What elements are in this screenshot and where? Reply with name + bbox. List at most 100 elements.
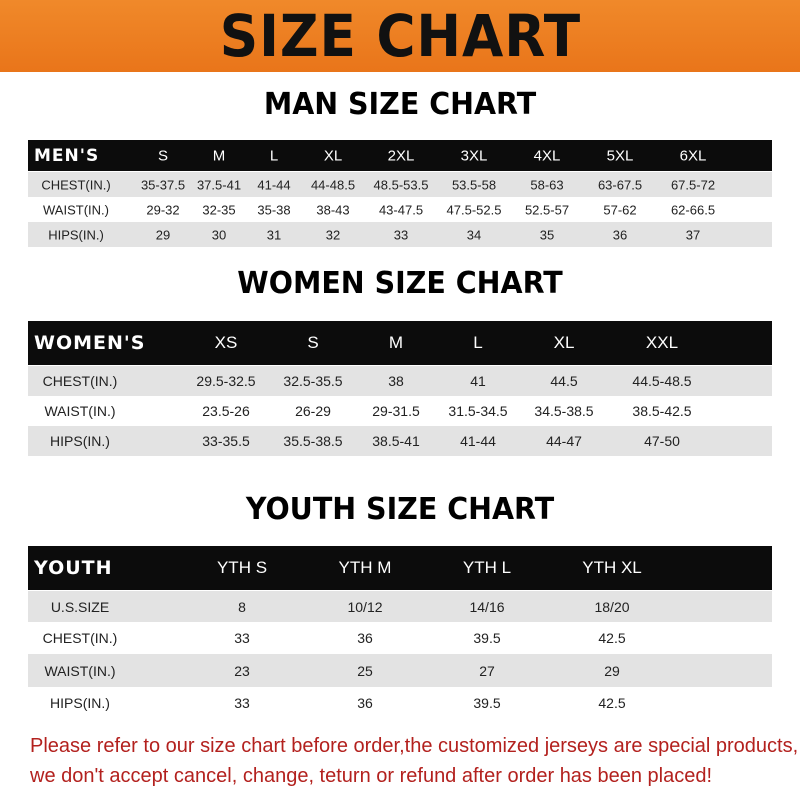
measurement-cell: 29.5-32.5 xyxy=(196,373,256,389)
measurement-cell: 33-35.5 xyxy=(202,433,250,449)
measurement-cell: 14/16 xyxy=(469,598,505,615)
measurement-cell: 29-31.5 xyxy=(372,403,420,419)
measurement-cell: 37 xyxy=(685,227,701,242)
table-row: CHEST(IN.) 33 36 39.5 42.5 xyxy=(28,622,772,654)
table-row: HIPS(IN.) 33 36 39.5 42.5 xyxy=(28,687,772,718)
row-label: CHEST(IN.) xyxy=(42,373,118,389)
size-header-cell: M xyxy=(212,147,226,164)
notice-line-2: we don't accept cancel, change, teturn o… xyxy=(30,765,713,787)
notice-line-1: Please refer to our size chart before or… xyxy=(30,735,799,757)
measurement-cell: 52.5-57 xyxy=(524,202,570,217)
measurement-cell: 44-47 xyxy=(546,433,582,449)
measurement-cell: 58-63 xyxy=(530,177,564,192)
row-label: U.S.SIZE xyxy=(50,598,110,615)
table-row: WAIST(IN.) 23 25 27 29 xyxy=(28,654,772,687)
table-row: WAIST(IN.) 29-32 32-35 35-38 38-43 43-47.5 47.… xyxy=(28,197,772,222)
size-header-cell: 6XL xyxy=(679,147,707,164)
measurement-cell: 29 xyxy=(604,662,620,679)
banner-title: SIZE CHART xyxy=(219,2,581,70)
measurement-cell: 31.5-34.5 xyxy=(448,403,508,419)
size-chart-banner: SIZE CHART xyxy=(0,0,800,72)
measurement-cell: 48.5-53.5 xyxy=(373,177,429,192)
size-header-cell: S xyxy=(157,147,169,164)
measurement-cell: 44-48.5 xyxy=(310,177,356,192)
row-label: HIPS(IN.) xyxy=(48,227,104,242)
measurement-cell: 35 xyxy=(539,227,555,242)
measurement-cell: 41-44 xyxy=(460,433,496,449)
measurement-cell: 31 xyxy=(266,227,282,242)
measurement-cell: 35-37.5 xyxy=(140,177,186,192)
size-header-cell: XL xyxy=(323,147,343,164)
measurement-cell: 44.5-48.5 xyxy=(632,373,692,389)
measurement-cell: 41-44 xyxy=(257,177,291,192)
measurement-cell: 33 xyxy=(393,227,409,242)
measurement-cell: 33 xyxy=(234,630,250,646)
size-header-cell: 4XL xyxy=(533,147,561,164)
measurement-cell: 8 xyxy=(238,598,246,615)
measurement-cell: 38.5-42.5 xyxy=(632,403,692,419)
table-title-cell: MEN'S xyxy=(34,145,100,166)
table-row: CHEST(IN.) 35-37.5 37.5-41 41-44 44-48.5 48.5… xyxy=(28,172,772,197)
measurement-cell: 62-66.5 xyxy=(670,202,716,217)
size-header-cell: XXL xyxy=(645,333,679,352)
row-label: WAIST(IN.) xyxy=(43,202,109,217)
measurement-cell: 29 xyxy=(155,227,171,242)
measurement-cell: 42.5 xyxy=(598,694,626,711)
size-header-cell: YTH L xyxy=(462,558,512,577)
measurement-cell: 36 xyxy=(357,630,373,646)
measurement-cell: 32.5-35.5 xyxy=(283,373,343,389)
measurement-cell: 47-50 xyxy=(644,433,680,449)
row-label: CHEST(IN.) xyxy=(41,177,111,192)
measurement-cell: 67.5-72 xyxy=(670,177,716,192)
table-header-row: WOMEN'S XS S M L XL XXL xyxy=(28,321,772,365)
table-header-row: MEN'S S M L XL 2XL 3XL 4XL 5XL 6XL xyxy=(28,140,772,171)
measurement-cell: 42.5 xyxy=(598,630,626,646)
measurement-cell: 10/12 xyxy=(347,598,383,615)
table-row: HIPS(IN.) 29 30 31 32 33 34 35 36 37 xyxy=(28,222,772,247)
size-header-cell: YTH M xyxy=(338,558,392,577)
measurement-cell: 47.5-52.5 xyxy=(446,202,502,217)
measurement-cell: 63-67.5 xyxy=(597,177,643,192)
measurement-cell: 39.5 xyxy=(473,630,501,646)
size-header-cell: L xyxy=(269,147,279,164)
row-label: CHEST(IN.) xyxy=(42,630,118,646)
measurement-cell: 32-35 xyxy=(202,202,236,217)
size-header-cell: YTH S xyxy=(216,558,268,577)
table-title-cell: WOMEN'S xyxy=(34,332,146,354)
measurement-cell: 33 xyxy=(234,694,250,711)
measurement-cell: 38.5-41 xyxy=(372,433,420,449)
size-header-cell: XL xyxy=(553,333,575,352)
measurement-cell: 35-38 xyxy=(257,202,291,217)
measurement-cell: 36 xyxy=(357,694,373,711)
measurement-cell: 38 xyxy=(388,373,404,389)
measurement-cell: 34.5-38.5 xyxy=(534,403,594,419)
row-label: WAIST(IN.) xyxy=(44,403,116,419)
measurement-cell: 26-29 xyxy=(295,403,331,419)
size-header-cell: YTH XL xyxy=(582,558,642,577)
row-label: HIPS(IN.) xyxy=(50,433,110,449)
measurement-cell: 41 xyxy=(470,373,486,389)
measurement-cell: 53.5-58 xyxy=(451,177,497,192)
size-header-cell: S xyxy=(307,333,319,352)
table-row: HIPS(IN.) 33-35.5 35.5-38.5 38.5-41 41-44 44-… xyxy=(28,426,772,456)
measurement-cell: 30 xyxy=(211,227,227,242)
measurement-cell: 18/20 xyxy=(594,598,630,615)
measurement-cell: 32 xyxy=(325,227,341,242)
table-row: U.S.SIZE 8 10/12 14/16 18/20 xyxy=(28,591,772,622)
size-header-cell: L xyxy=(473,333,483,352)
measurement-cell: 35.5-38.5 xyxy=(283,433,343,449)
table-title-cell: YOUTH xyxy=(34,557,113,579)
table-row: CHEST(IN.) 29.5-32.5 32.5-35.5 38 41 44.5 44.5… xyxy=(28,366,772,396)
size-header-cell: 5XL xyxy=(606,147,634,164)
row-label: HIPS(IN.) xyxy=(50,694,110,711)
measurement-cell: 34 xyxy=(466,227,482,242)
men-chart-title: MAN SIZE CHART xyxy=(263,87,537,122)
measurement-cell: 43-47.5 xyxy=(378,202,424,217)
size-header-cell: XS xyxy=(214,333,238,352)
table-header-row: YOUTH YTH S YTH M YTH L YTH XL xyxy=(28,546,772,590)
measurement-cell: 37.5-41 xyxy=(196,177,242,192)
size-header-cell: M xyxy=(388,333,404,352)
measurement-cell: 39.5 xyxy=(473,694,501,711)
measurement-cell: 27 xyxy=(479,662,495,679)
row-label: WAIST(IN.) xyxy=(44,662,116,679)
